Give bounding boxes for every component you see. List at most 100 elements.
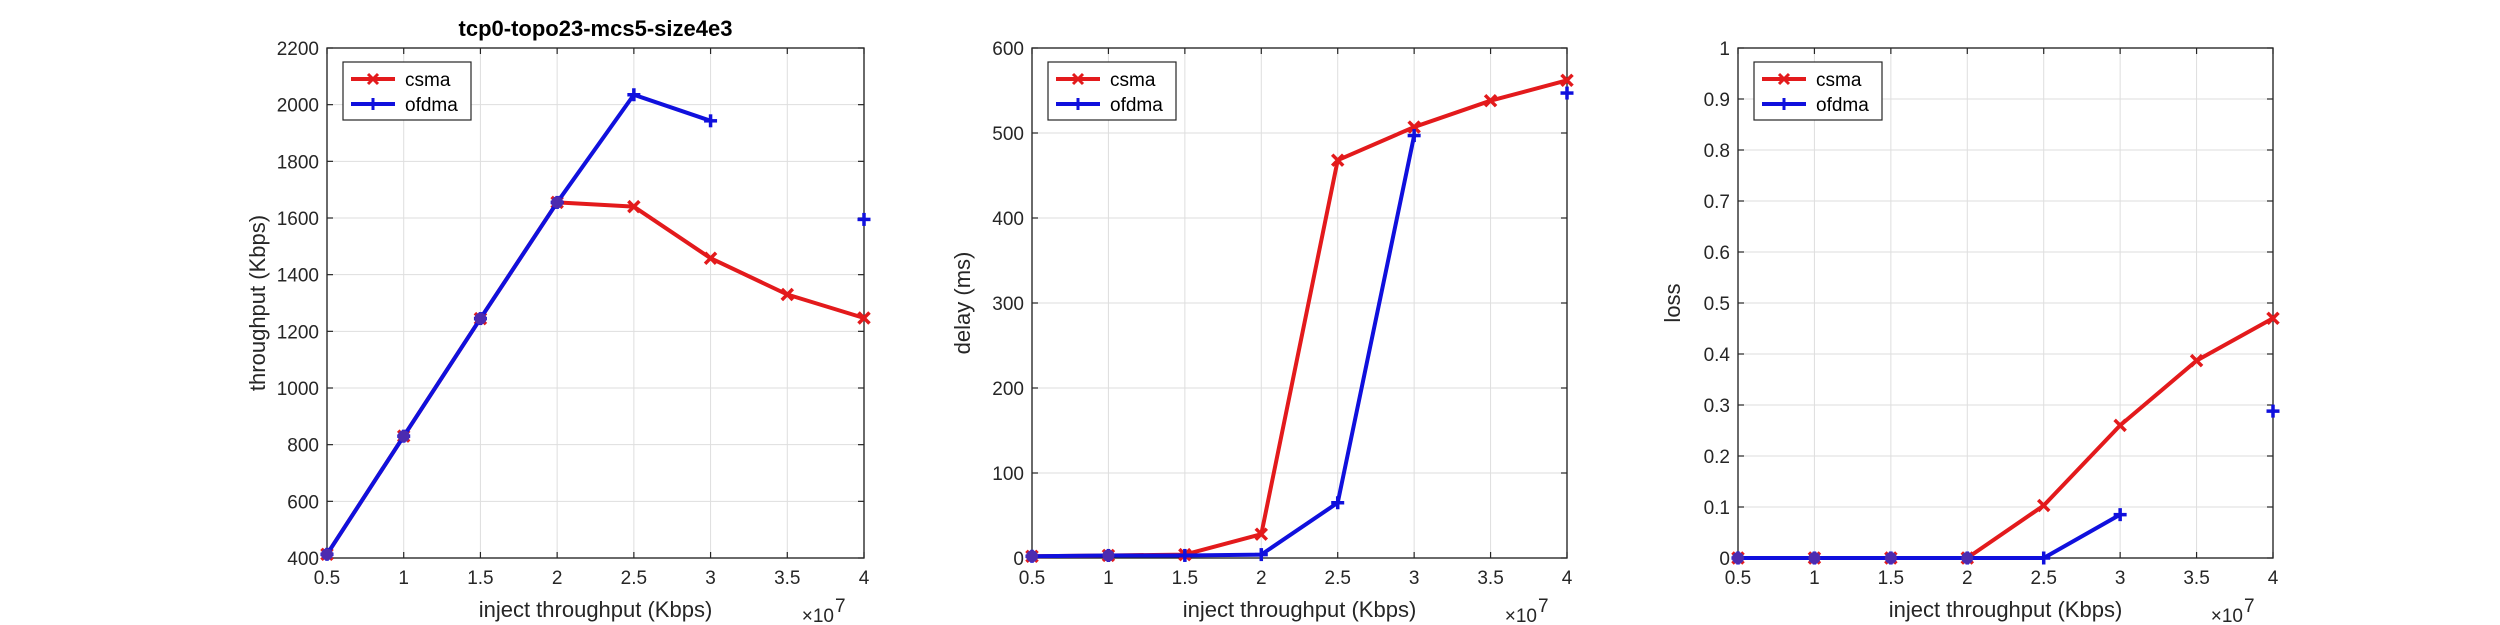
data-point-ofdma: [1178, 548, 1192, 562]
y-tick-label: 0.2: [1704, 447, 1730, 468]
x-tick-label: 2.5: [1325, 568, 1351, 589]
legend: csma ofdma: [1047, 61, 1177, 121]
y-tick-label: 500: [992, 124, 1024, 145]
y-tick-label: 2200: [277, 39, 319, 60]
x-tick-label: 0.5: [1019, 568, 1045, 589]
y-tick-label: 0: [1013, 549, 1024, 570]
series-line-ofdma: [325, 92, 712, 556]
legend-label: ofdma: [1110, 95, 1163, 116]
chart-panel-3: 0.5 1 1.5 2 2.5 3 3.5 4 0 0.1 0.2 0.3 0.4 0.5 0.6 0.7 0.…: [1660, 39, 2280, 625]
x-exponent-label: ×10: [2211, 606, 2243, 625]
data-point-csma: [1407, 120, 1421, 134]
data-point-ofdma: [1254, 548, 1268, 562]
data-point-csma: [1330, 153, 1345, 167]
legend-entry-csma: csma: [1762, 70, 1862, 91]
data-point-csma: [703, 251, 718, 265]
y-tick-label: 1400: [277, 266, 319, 287]
plot-area: [326, 47, 865, 559]
data-point-csma: [2266, 311, 2280, 326]
legend-label: csma: [1816, 70, 1862, 91]
legend: csma ofdma: [1753, 61, 1883, 121]
data-point-csma: [1483, 93, 1498, 108]
x-tick-label: 4: [859, 568, 870, 589]
overlap-point: [1808, 552, 1821, 564]
y-tick-label: 0.6: [1704, 243, 1730, 264]
x-exponent-power: 7: [2244, 596, 2255, 617]
data-point-csma: [857, 311, 871, 325]
overlap-point: [1884, 552, 1897, 564]
data-point-csma: [1560, 73, 1574, 88]
x-tick-label: 3: [2115, 568, 2126, 589]
data-point-ofdma: [1560, 86, 1574, 100]
data-point-csma: [780, 287, 795, 302]
data-point-ofdma: [704, 114, 718, 128]
y-tick-label: 0.1: [1704, 498, 1730, 519]
x-tick-label: 0.5: [314, 568, 340, 589]
x-tick-label: 3: [705, 568, 716, 589]
axes-box: [1031, 47, 1568, 559]
x-tick-label: 1.5: [1878, 568, 1904, 589]
x-axis-label: inject throughput (Kbps): [1183, 597, 1417, 622]
x-tick-label: 0.5: [1725, 568, 1751, 589]
x-tick-label: 1: [1809, 568, 1820, 589]
x-axis-label: inject throughput (Kbps): [479, 597, 713, 622]
legend-label: ofdma: [1816, 95, 1869, 116]
data-point-csma: [2036, 498, 2051, 513]
y-tick-label: 0: [1719, 549, 1730, 570]
legend: csma ofdma: [342, 61, 472, 121]
x-tick-label: 2: [552, 568, 563, 589]
y-tick-label: 1000: [277, 379, 319, 400]
data-point-ofdma: [1407, 129, 1421, 143]
y-tick-label: 100: [992, 464, 1024, 485]
y-tick-label: 0.3: [1704, 396, 1730, 417]
x-tick-label: 3.5: [2183, 568, 2209, 589]
legend-entry-ofdma: ofdma: [1056, 95, 1163, 116]
legend-entry-ofdma: ofdma: [1762, 95, 1869, 116]
x-tick-label: 2.5: [2031, 568, 2057, 589]
data-point-csma: [2189, 353, 2204, 368]
x-exponent-label: ×10: [802, 606, 834, 625]
data-point-ofdma: [2266, 404, 2280, 418]
chart-panel-2: 0.5 1 1.5 2 2.5 3 3.5 4 0 100 200 300 400 500 600 injec…: [950, 39, 1574, 625]
y-tick-label: 1200: [277, 322, 319, 343]
overlap-point: [321, 548, 333, 561]
data-point-ofdma: [2113, 508, 2127, 522]
x-tick-label: 1: [1103, 568, 1114, 589]
y-axis-label: throughput (Kbps): [245, 215, 270, 391]
overlap-point: [397, 430, 410, 443]
overlap-point: [1102, 549, 1115, 562]
y-tick-label: 1800: [277, 152, 319, 173]
y-tick-label: 1: [1719, 39, 1730, 60]
y-tick-label: 0.4: [1704, 345, 1731, 366]
y-tick-label: 2000: [277, 96, 319, 117]
x-tick-label: 1: [398, 568, 409, 589]
y-tick-label: 600: [287, 492, 319, 513]
y-tick-label: 400: [287, 549, 319, 570]
legend-label: csma: [405, 70, 451, 91]
overlap-point: [1732, 552, 1744, 564]
y-tick-label: 200: [992, 379, 1024, 400]
data-point-ofdma: [627, 88, 641, 102]
chart-title: tcp0-topo23-mcs5-size4e3: [459, 16, 733, 41]
legend-entry-csma: csma: [351, 70, 451, 91]
legend-label: ofdma: [405, 95, 458, 116]
y-tick-label: 0.5: [1704, 294, 1730, 315]
legend-label: csma: [1110, 70, 1156, 91]
x-exponent-label: ×10: [1505, 606, 1537, 625]
data-point-csma: [2113, 418, 2127, 433]
data-point-csma: [627, 199, 641, 214]
overlap-point: [474, 312, 487, 325]
chart-panel-1: 0.5 1 1.5 2 2.5 3 3.5 4 400 600 800 1000 1200 1400 160…: [245, 16, 871, 625]
x-tick-label: 1.5: [1172, 568, 1198, 589]
data-point-ofdma: [2037, 551, 2051, 565]
series-line-ofdma: [1738, 512, 2122, 560]
x-tick-label: 3: [1409, 568, 1420, 589]
data-point-ofdma: [1331, 496, 1345, 510]
overlap-point: [1026, 550, 1038, 563]
legend-entry-csma: csma: [1056, 70, 1156, 91]
x-tick-label: 4: [2268, 568, 2279, 589]
y-tick-label: 600: [992, 39, 1024, 60]
x-exponent-power: 7: [1538, 596, 1549, 617]
x-tick-label: 2.5: [621, 568, 647, 589]
